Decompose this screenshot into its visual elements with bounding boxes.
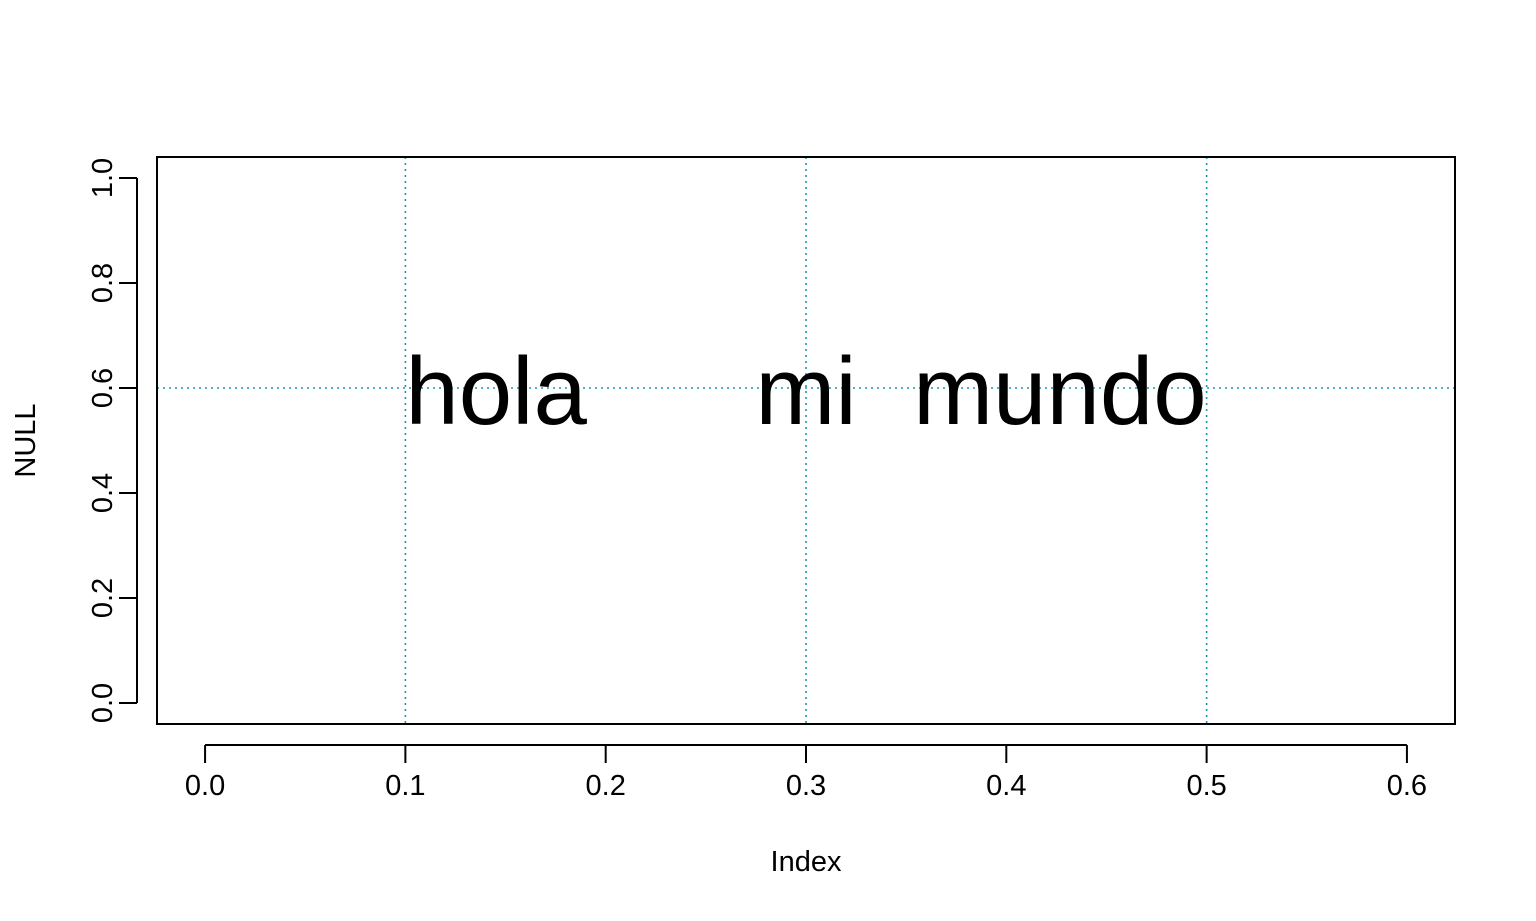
text-annotations: hola mi mundo [405, 338, 1206, 445]
annotation-mundo: mundo [913, 338, 1207, 445]
y-axis-title: NULL [10, 403, 42, 477]
y-tick-label: 0.6 [87, 368, 119, 408]
y-tick-label: 0.0 [87, 683, 119, 723]
x-tick-label: 0.4 [986, 770, 1026, 802]
y-tick-label: 1.0 [87, 158, 119, 198]
annotation-mi: mi [755, 338, 856, 445]
plot-area-frame [156, 156, 1456, 725]
x-axis: 0.0 0.1 0.2 0.3 0.4 0.5 0.6 [185, 744, 1427, 802]
guide-lines [157, 157, 1455, 724]
x-tick-label: 0.5 [1186, 770, 1226, 802]
x-tick-label: 0.3 [786, 770, 826, 802]
y-axis: 0.0 0.2 0.4 0.6 0.8 1.0 [87, 158, 138, 723]
x-tick-label: 0.0 [185, 770, 225, 802]
x-tick-label: 0.6 [1387, 770, 1427, 802]
x-tick-label: 0.1 [385, 770, 425, 802]
y-tick-label: 0.8 [87, 263, 119, 303]
y-tick-label: 0.2 [87, 578, 119, 618]
x-axis-title: Index [771, 846, 842, 878]
annotation-hola: hola [405, 338, 587, 445]
y-tick-label: 0.4 [87, 473, 119, 513]
x-tick-label: 0.2 [586, 770, 626, 802]
